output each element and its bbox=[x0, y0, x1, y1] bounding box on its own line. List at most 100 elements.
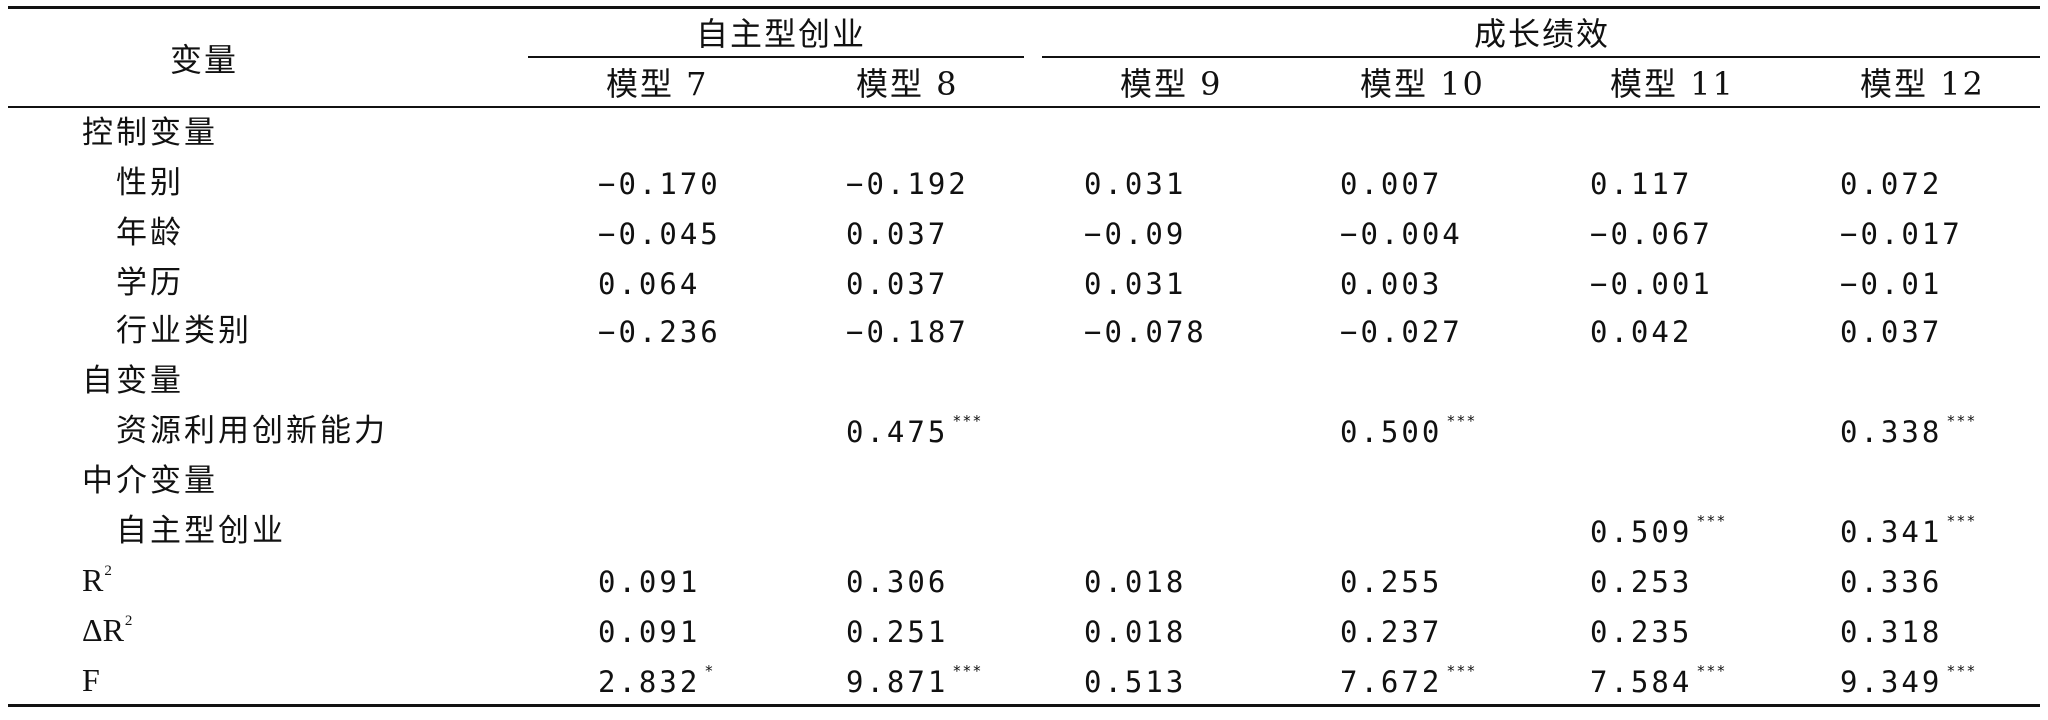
variable-column-header: 变量 bbox=[170, 41, 239, 79]
cell-value: 0.336 bbox=[1840, 565, 1943, 599]
table-cell: 0.072 bbox=[1840, 170, 1942, 199]
table-cell: 0.031 bbox=[1084, 170, 1186, 199]
model-header: 模型 8 bbox=[856, 65, 959, 103]
table-cell: 2.832 * bbox=[598, 664, 714, 699]
cell-value: −0.187 bbox=[846, 315, 969, 349]
table-cell: 0.018 bbox=[1084, 618, 1186, 647]
cell-value: 0.037 bbox=[846, 267, 949, 301]
cell-value: 0.237 bbox=[1340, 615, 1443, 649]
row-label-r-squared: R2 bbox=[82, 562, 112, 598]
table-cell: 7.672 *** bbox=[1340, 664, 1476, 699]
table-cell: 0.117 bbox=[1590, 170, 1692, 199]
table-cell: 0.475 *** bbox=[846, 414, 982, 449]
cell-value: 0.003 bbox=[1340, 267, 1443, 301]
table-cell: 0.037 bbox=[846, 220, 948, 249]
cell-value: −0.004 bbox=[1340, 217, 1463, 251]
cell-value: 0.475 bbox=[846, 415, 949, 449]
table-cell: 0.500 *** bbox=[1340, 414, 1476, 449]
cell-value: 0.513 bbox=[1084, 665, 1187, 699]
table-cell: 0.251 bbox=[846, 618, 948, 647]
group-2-underline bbox=[1042, 56, 2040, 58]
bottom-rule bbox=[8, 704, 2040, 707]
cell-value: 0.018 bbox=[1084, 565, 1187, 599]
significance-marker: *** bbox=[1696, 662, 1727, 680]
cell-value: 0.253 bbox=[1590, 565, 1693, 599]
row-label-age: 年龄 bbox=[116, 215, 184, 251]
cell-value: −0.017 bbox=[1840, 217, 1963, 251]
table-cell: 9.349 *** bbox=[1840, 664, 1976, 699]
table-cell: −0.170 bbox=[598, 170, 721, 199]
table-cell: −0.004 bbox=[1340, 220, 1463, 249]
table-cell: 0.306 bbox=[846, 568, 948, 597]
row-label-education: 学历 bbox=[116, 265, 184, 301]
significance-marker: *** bbox=[1946, 512, 1977, 530]
group-header-self-employment: 自主型创业 bbox=[696, 15, 867, 53]
model-header: 模型 12 bbox=[1860, 65, 1985, 103]
significance-marker: * bbox=[704, 662, 715, 680]
significance-marker: *** bbox=[1446, 662, 1477, 680]
table-cell: 0.318 bbox=[1840, 618, 1942, 647]
section-label-control: 控制变量 bbox=[82, 115, 218, 151]
row-label-f-statistic: F bbox=[82, 662, 100, 698]
row-label-gender: 性别 bbox=[116, 165, 184, 201]
cell-value: −0.170 bbox=[598, 167, 721, 201]
table-cell: 0.003 bbox=[1340, 270, 1442, 299]
cell-value: 0.318 bbox=[1840, 615, 1943, 649]
table-cell: 0.237 bbox=[1340, 618, 1442, 647]
cell-value: −0.045 bbox=[598, 217, 721, 251]
cell-value: 0.091 bbox=[598, 565, 701, 599]
row-label-resource-innovation: 资源利用创新能力 bbox=[116, 413, 388, 449]
cell-value: −0.01 bbox=[1840, 267, 1943, 301]
table-cell: −0.017 bbox=[1840, 220, 1963, 249]
cell-value: −0.078 bbox=[1084, 315, 1207, 349]
cell-value: −0.09 bbox=[1084, 217, 1187, 251]
table-cell: 0.255 bbox=[1340, 568, 1442, 597]
significance-marker: *** bbox=[952, 662, 983, 680]
row-label-delta-r-squared: ΔR2 bbox=[82, 612, 133, 648]
table-cell: 0.018 bbox=[1084, 568, 1186, 597]
cell-value: 9.871 bbox=[846, 665, 949, 699]
table-cell: −0.187 bbox=[846, 318, 969, 347]
table-cell: −0.192 bbox=[846, 170, 969, 199]
cell-value: −0.192 bbox=[846, 167, 969, 201]
cell-value: 2.832 bbox=[598, 665, 701, 699]
row-label-industry: 行业类别 bbox=[116, 313, 252, 349]
model-header: 模型 10 bbox=[1360, 65, 1485, 103]
cell-value: 0.031 bbox=[1084, 167, 1187, 201]
cell-value: 0.037 bbox=[846, 217, 949, 251]
section-label-mediator: 中介变量 bbox=[82, 463, 218, 499]
cell-value: 7.672 bbox=[1340, 665, 1443, 699]
cell-value: 0.072 bbox=[1840, 167, 1943, 201]
table-cell: 0.513 bbox=[1084, 668, 1186, 697]
significance-marker: *** bbox=[1946, 412, 1977, 430]
table-cell: 7.584 *** bbox=[1590, 664, 1726, 699]
top-rule bbox=[8, 6, 2040, 9]
cell-value: 0.509 bbox=[1590, 515, 1693, 549]
cell-value: 0.007 bbox=[1340, 167, 1443, 201]
table-cell: 0.509 *** bbox=[1590, 514, 1726, 549]
cell-value: −0.001 bbox=[1590, 267, 1713, 301]
table-cell: −0.067 bbox=[1590, 220, 1713, 249]
table-cell: 0.336 bbox=[1840, 568, 1942, 597]
table-cell: 9.871 *** bbox=[846, 664, 982, 699]
table-cell: 0.037 bbox=[1840, 318, 1942, 347]
significance-marker: *** bbox=[952, 412, 983, 430]
cell-value: 0.018 bbox=[1084, 615, 1187, 649]
cell-value: −0.236 bbox=[598, 315, 721, 349]
table-cell: 0.091 bbox=[598, 568, 700, 597]
table-cell: 0.007 bbox=[1340, 170, 1442, 199]
table-cell: 0.037 bbox=[846, 270, 948, 299]
model-header: 模型 7 bbox=[606, 65, 709, 103]
cell-value: 0.500 bbox=[1340, 415, 1443, 449]
cell-value: 7.584 bbox=[1590, 665, 1693, 699]
group-1-underline bbox=[528, 56, 1024, 58]
cell-value: 0.255 bbox=[1340, 565, 1443, 599]
group-header-growth-performance: 成长绩效 bbox=[1474, 15, 1611, 53]
section-label-independent: 自变量 bbox=[82, 363, 184, 399]
cell-value: 9.349 bbox=[1840, 665, 1943, 699]
table-cell: 0.253 bbox=[1590, 568, 1692, 597]
table-cell: 0.064 bbox=[598, 270, 700, 299]
table-cell: −0.09 bbox=[1084, 220, 1186, 249]
table-cell: −0.027 bbox=[1340, 318, 1463, 347]
